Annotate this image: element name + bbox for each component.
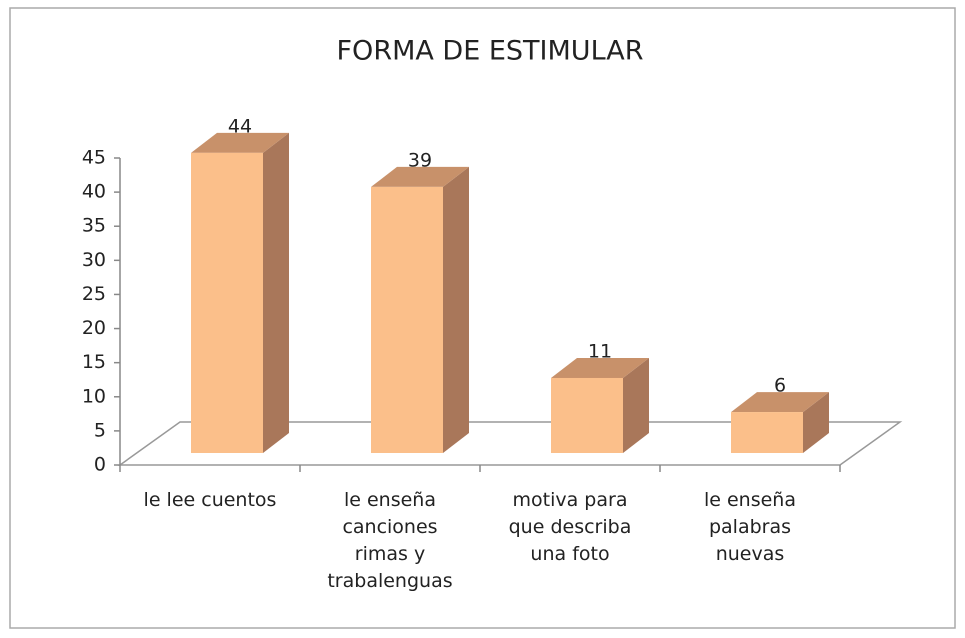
x-tick-label: le enseña canciones rimas y trabalenguas (327, 489, 452, 592)
x-tick-label-line: que describa (509, 516, 632, 538)
x-tick-label-line: rimas y (355, 543, 425, 565)
floor (117, 421, 903, 466)
bar (731, 392, 829, 453)
y-tick-label: 35 (82, 215, 106, 237)
bar (551, 357, 649, 453)
y-tick-label: 10 (82, 385, 106, 407)
bar-top (371, 166, 469, 187)
y-tick-label: 30 (82, 249, 106, 271)
bar-front (551, 377, 623, 453)
x-tick-label-line: nuevas (716, 543, 785, 565)
x-tick-label-line: canciones (342, 516, 437, 538)
bar-top (731, 392, 829, 413)
value-label: 39 (408, 149, 432, 171)
bar-side (623, 357, 649, 453)
x-tick-label-line: trabalenguas (327, 570, 452, 592)
bar-side (263, 132, 289, 454)
y-tick-label: 45 (82, 147, 106, 169)
chart-title: FORMA DE ESTIMULAR (337, 36, 644, 67)
x-tick-label: le enseña palabras nuevas (704, 489, 796, 565)
y-tick-label: 5 (94, 419, 106, 441)
bar-top (191, 132, 289, 153)
x-tick-label: le lee cuentos (144, 489, 277, 511)
bar-side (443, 166, 469, 453)
bar-side (803, 392, 829, 453)
chart-border (9, 7, 956, 629)
bar-top (551, 357, 649, 378)
bar-front (371, 186, 443, 453)
x-tick-label-line: una foto (530, 543, 609, 565)
y-tick-label: 20 (82, 317, 106, 339)
y-tick-label: 25 (82, 283, 106, 305)
value-label: 11 (588, 340, 612, 362)
x-tick-label: motiva para que describa una foto (509, 489, 632, 565)
value-label: 44 (228, 115, 252, 137)
value-label: 6 (774, 375, 786, 397)
x-tick-label-line: le enseña (344, 489, 436, 511)
y-tick-label: 15 (82, 351, 106, 373)
y-tick-label: 0 (94, 454, 106, 476)
x-tick-label-line: motiva para (513, 489, 628, 511)
bar-front (731, 412, 803, 453)
bar-front (191, 152, 263, 454)
bar (371, 166, 469, 453)
x-tick-label-line: palabras (709, 516, 791, 538)
x-tick-label-line: le lee cuentos (144, 489, 277, 511)
bar (191, 132, 289, 454)
y-tick-label: 40 (82, 181, 106, 203)
x-tick-label-line: le enseña (704, 489, 796, 511)
